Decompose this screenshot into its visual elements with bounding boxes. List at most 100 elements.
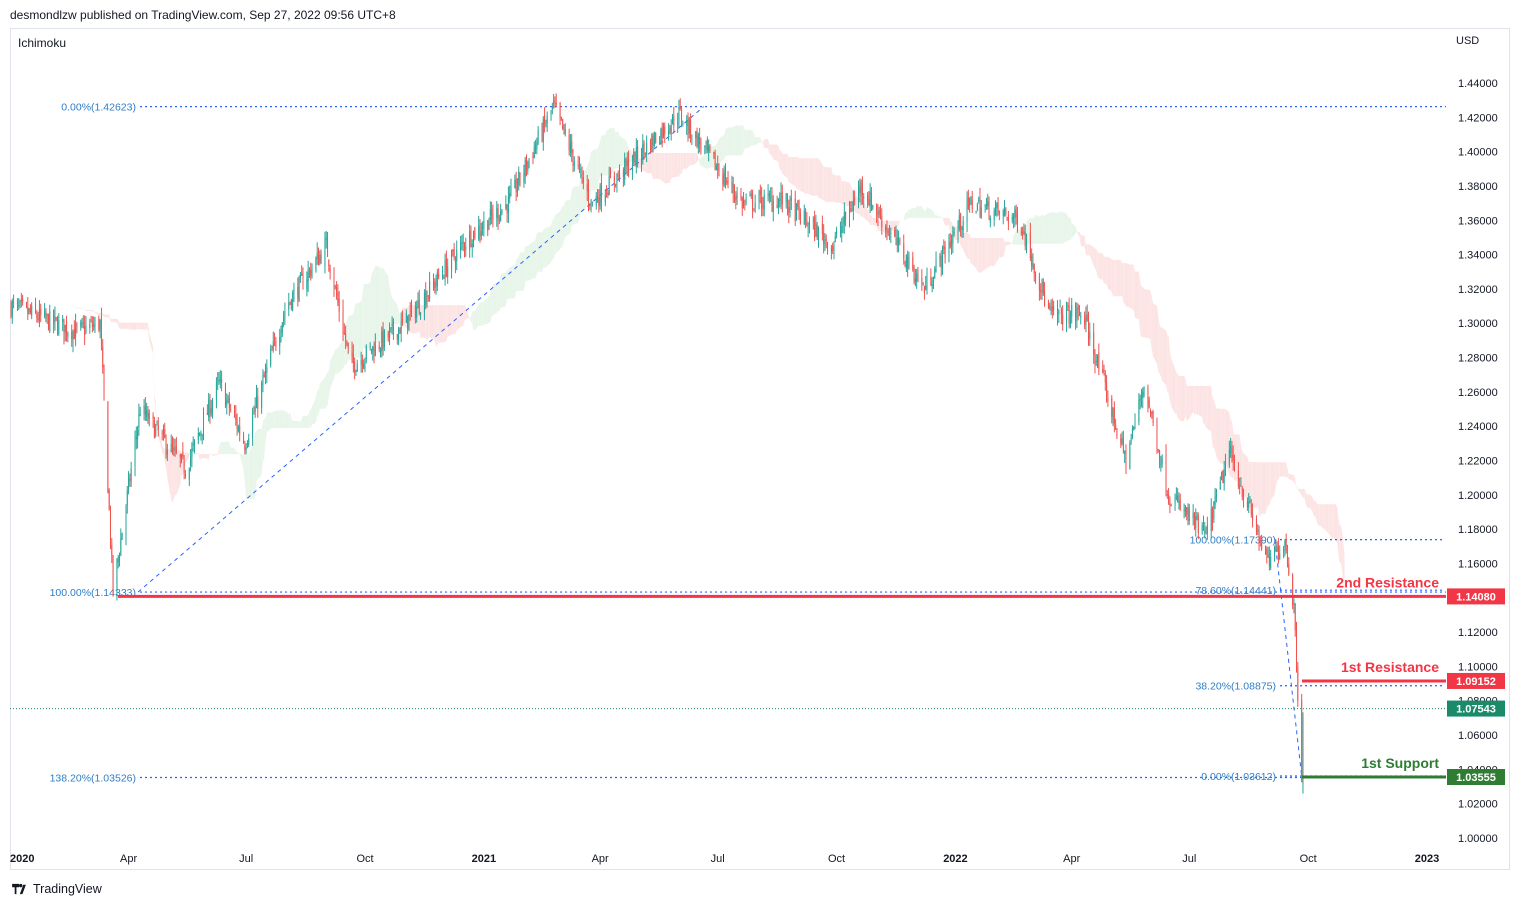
y-tick-label: 1.12000 [1458, 627, 1498, 639]
footer[interactable]: TradingView [10, 881, 102, 897]
candle-body [679, 107, 681, 109]
candle-body [1093, 332, 1095, 355]
candle-body [29, 308, 31, 313]
candle-body [885, 226, 887, 231]
candle-body [254, 406, 256, 412]
cloud-segment [107, 314, 110, 318]
candle-body [453, 249, 455, 258]
indicator-label[interactable]: Ichimoku [18, 36, 67, 50]
candle-body [244, 445, 246, 451]
candle-body [1067, 305, 1069, 307]
cloud-segment [363, 283, 365, 349]
cloud-segment [1221, 408, 1223, 464]
cloud-segment [1094, 248, 1097, 272]
candle-body [215, 382, 217, 400]
candle-body [970, 196, 972, 199]
cloud-segment [335, 348, 337, 374]
candle-body [668, 130, 670, 136]
candle-body [192, 443, 194, 446]
cloud-segment [822, 164, 824, 201]
cloud-segment [759, 137, 761, 143]
cloud-segment [963, 232, 968, 258]
candle-body [863, 196, 865, 199]
cloud-segment [734, 125, 736, 156]
candle-body [839, 231, 841, 234]
candle-body [351, 351, 353, 357]
candle-body [1029, 231, 1031, 259]
candle-body [315, 258, 317, 271]
cloud-segment [58, 309, 63, 312]
cloud-segment [1168, 335, 1170, 401]
candle-body [1285, 538, 1287, 552]
cloud-segment [1177, 373, 1179, 420]
candle-body [1239, 485, 1241, 489]
cloud-segment [176, 450, 181, 495]
candle-body [600, 183, 602, 202]
cloud-segment [607, 128, 610, 176]
cloud-segment [1125, 263, 1130, 308]
candle-body [708, 146, 710, 152]
x-tick-label: Oct [356, 853, 373, 865]
cloud-segment [849, 182, 851, 207]
candle-body [73, 329, 75, 339]
cloud-segment [600, 135, 602, 176]
cloud-segment [507, 269, 509, 300]
candle-body [590, 199, 592, 204]
candle-body [1102, 368, 1104, 373]
candle-body [1140, 395, 1142, 398]
cloud-segment [257, 429, 262, 480]
cloud-segment [327, 370, 329, 406]
cloud-segment [482, 300, 484, 326]
candle-body [740, 194, 742, 199]
candle-body [1084, 316, 1086, 325]
candle-body [595, 195, 597, 206]
candle-body [1302, 716, 1304, 785]
candle-body [1042, 281, 1044, 294]
cloud-segment [445, 305, 447, 342]
candle-body [554, 102, 556, 104]
cloud-segment [1330, 504, 1332, 540]
candle-body [480, 231, 482, 237]
candle-body [1139, 398, 1141, 401]
cloud-segment [1013, 233, 1015, 246]
cloud-segment [1313, 500, 1316, 518]
cloud-segment [1129, 264, 1132, 309]
candle-body [82, 322, 84, 325]
candle-body [470, 229, 472, 246]
candle-body [682, 123, 684, 125]
candle-body [834, 236, 836, 242]
cloud-segment [1171, 358, 1176, 414]
cloud-segment [1052, 212, 1054, 244]
candle-body [426, 296, 428, 307]
cloud-segment [1250, 461, 1252, 507]
cloud-segment [781, 150, 783, 174]
candle-body [706, 139, 708, 150]
candle-body [38, 309, 40, 321]
fib-trend-line[interactable] [137, 106, 704, 593]
candle-body [1270, 556, 1272, 568]
cloud-segment [1012, 234, 1014, 246]
cloud-segment [605, 130, 607, 176]
cloud-segment [924, 209, 926, 218]
candle-body [342, 308, 344, 334]
cloud-segment [324, 374, 327, 409]
candle-body [734, 193, 736, 195]
candle-body [155, 425, 157, 436]
candle-body [1013, 217, 1015, 219]
candle-body [20, 299, 22, 302]
fib-level-label: 138.20%(1.03526) [50, 772, 136, 784]
cloud-segment [1123, 263, 1125, 304]
candle-body [771, 196, 773, 210]
candle-body [1186, 507, 1188, 515]
cloud-segment [682, 153, 687, 169]
cloud-segment [532, 241, 535, 279]
cloud-segment [799, 158, 801, 192]
candle-body [329, 268, 331, 273]
cloud-segment [728, 127, 732, 156]
cloud-segment [375, 265, 380, 343]
candle-body [1188, 507, 1190, 522]
candle-body [156, 422, 158, 425]
candle-body [957, 228, 959, 235]
cloud-segment [1159, 324, 1161, 377]
